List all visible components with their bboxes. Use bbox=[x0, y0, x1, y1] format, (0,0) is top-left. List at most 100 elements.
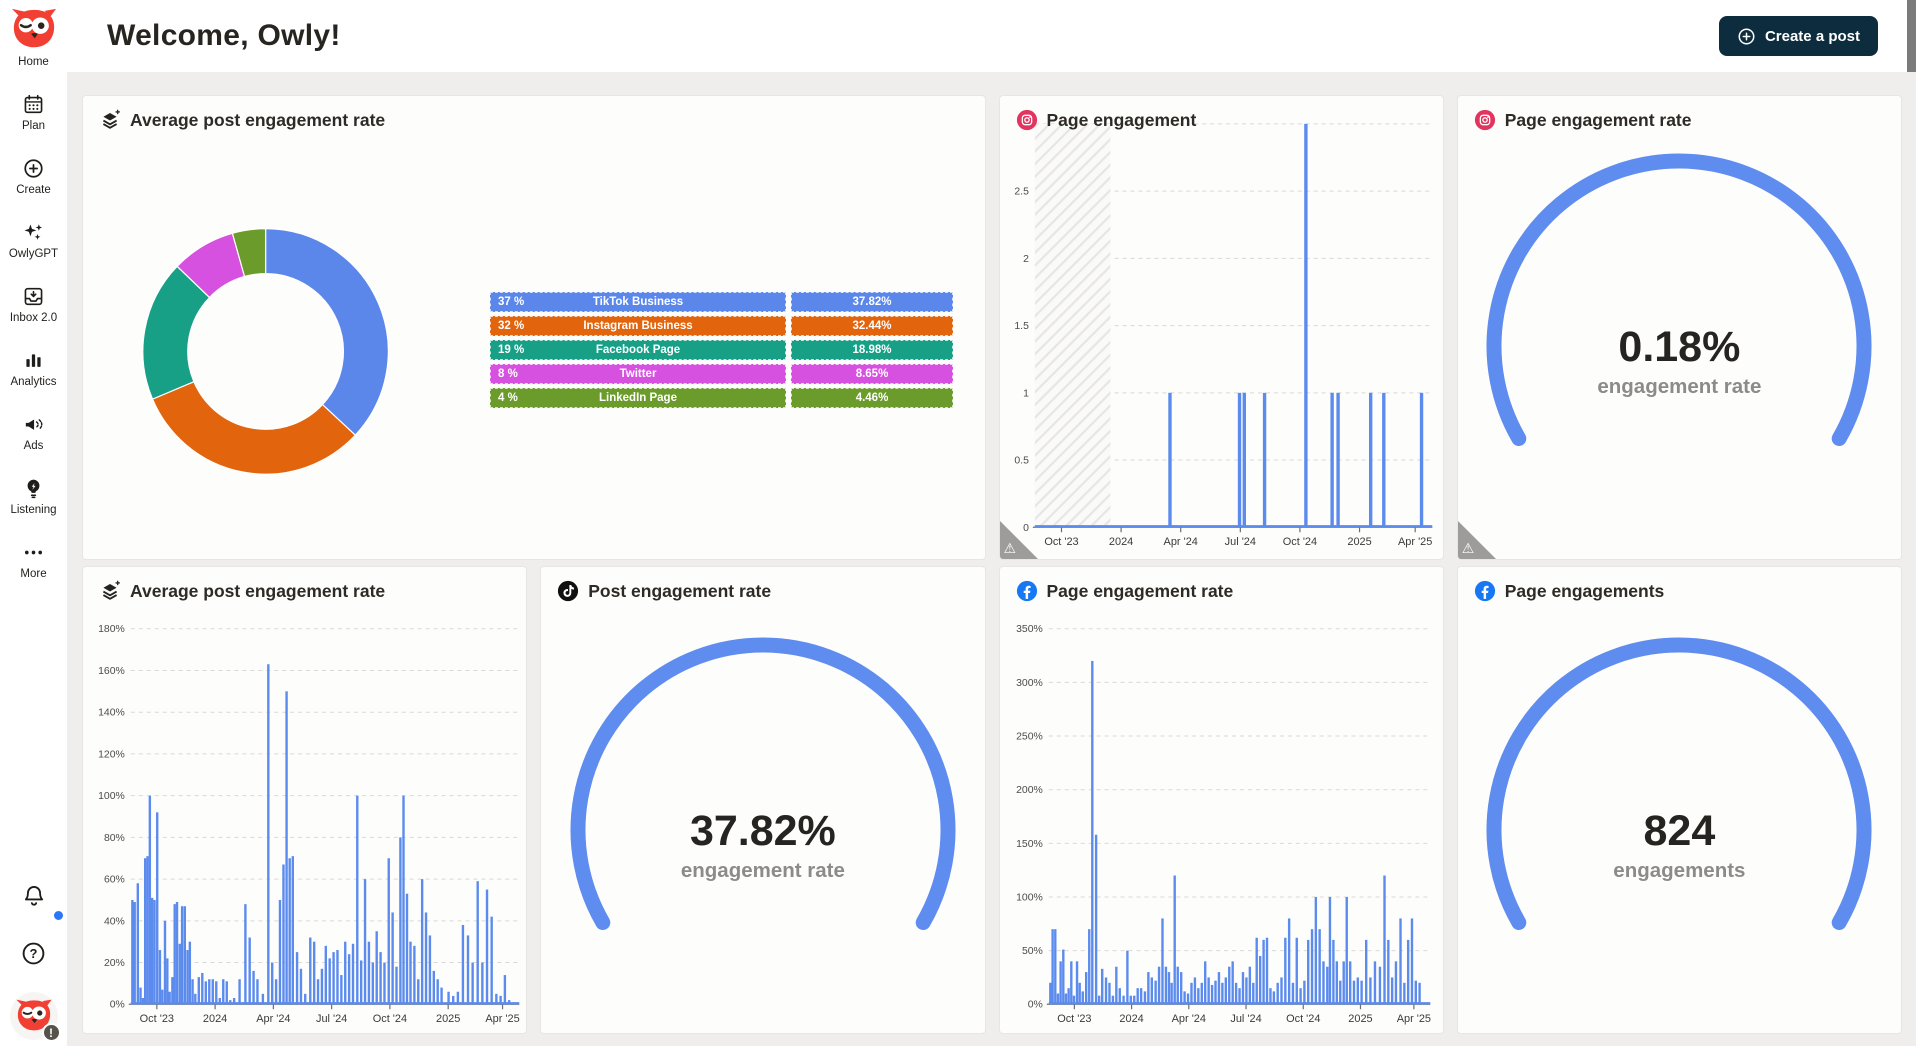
warning-corner bbox=[1457, 521, 1496, 559]
bar bbox=[351, 943, 355, 1005]
sidebar-item-owlygpt[interactable]: OwlyGPT bbox=[9, 221, 58, 260]
sidebar-item-analytics[interactable]: Analytics bbox=[9, 349, 58, 388]
notification-dot bbox=[53, 911, 63, 920]
bar bbox=[1135, 988, 1139, 1005]
bar bbox=[1341, 961, 1345, 1005]
plus-circle-icon bbox=[1738, 28, 1755, 44]
x-axis-tick-label: Apr '25 bbox=[1398, 536, 1432, 548]
bar bbox=[1053, 929, 1056, 1005]
bar bbox=[1345, 896, 1348, 1005]
notifications-button[interactable] bbox=[21, 883, 63, 920]
bar bbox=[278, 899, 282, 1005]
x-axis-tick-label: 2024 bbox=[1108, 536, 1132, 548]
card-title: Average post engagement rate bbox=[130, 109, 386, 130]
help-button[interactable]: ? bbox=[20, 940, 47, 972]
bar bbox=[1172, 875, 1176, 1005]
donut-legend: 37 % TikTok Business 37.82% 32 % Instagram B… bbox=[490, 292, 953, 412]
y-axis-tick-label: 120% bbox=[98, 749, 125, 760]
create-post-button[interactable]: Create a post bbox=[1718, 16, 1878, 56]
bar bbox=[188, 941, 192, 1005]
x-axis-tick-label: Oct '23 bbox=[1044, 536, 1078, 548]
legend-value: 18.98% bbox=[791, 340, 953, 360]
bar bbox=[1310, 929, 1313, 1005]
bar bbox=[238, 979, 241, 1005]
bar bbox=[1317, 929, 1321, 1005]
bar bbox=[340, 975, 343, 1005]
card-title: Post engagement rate bbox=[588, 580, 772, 601]
bar bbox=[1217, 972, 1220, 1005]
bar bbox=[148, 795, 152, 1005]
x-axis-tick-label: Apr '24 bbox=[256, 1013, 290, 1025]
y-axis-tick-label: 100% bbox=[1016, 892, 1043, 903]
bar bbox=[1394, 961, 1397, 1005]
y-axis-tick-label: 200% bbox=[1016, 785, 1043, 796]
bar bbox=[312, 941, 316, 1005]
card-title: Page engagement rate bbox=[1504, 109, 1692, 130]
legend-cell-label: 8 % Twitter bbox=[490, 364, 786, 384]
bar bbox=[1306, 939, 1309, 1005]
bar bbox=[1196, 988, 1200, 1005]
top-bar: Welcome, Owly! Create a post bbox=[67, 0, 1916, 72]
bar bbox=[1251, 982, 1254, 1005]
sidebar-item-plan[interactable]: Plan bbox=[9, 93, 58, 132]
main-area: Welcome, Owly! Create a post bbox=[67, 0, 1916, 1046]
sidebar-item-more[interactable]: More bbox=[9, 541, 58, 580]
bar bbox=[1111, 995, 1114, 1005]
x-axis-tick-label: Oct '24 bbox=[1286, 1013, 1320, 1025]
bar bbox=[466, 935, 470, 1005]
sidebar-item-create[interactable]: Create bbox=[9, 157, 58, 196]
bar bbox=[1417, 982, 1421, 1005]
bar bbox=[1220, 982, 1224, 1005]
bar bbox=[1248, 966, 1251, 1005]
ellipsis-icon bbox=[24, 550, 43, 555]
y-axis-tick-label: 2.5 bbox=[1014, 187, 1029, 198]
x-axis-tick-label: Oct '24 bbox=[373, 1013, 407, 1025]
avatar[interactable]: ! bbox=[9, 992, 61, 1042]
bar bbox=[141, 998, 145, 1005]
bar bbox=[1303, 123, 1308, 528]
bar bbox=[1072, 995, 1075, 1005]
bar bbox=[271, 962, 274, 1005]
x-axis-tick-label: Apr '24 bbox=[1171, 1013, 1205, 1025]
legend-row: 4 % LinkedIn Page 4.46% bbox=[490, 388, 953, 408]
sidebar-item-listening[interactable]: Listening bbox=[9, 477, 58, 516]
bar bbox=[1364, 939, 1367, 1005]
bar bbox=[282, 864, 285, 1005]
bar bbox=[291, 856, 294, 1005]
sidebar-item-inbox[interactable]: Inbox 2.0 bbox=[9, 285, 58, 324]
y-axis-tick-label: 80% bbox=[104, 833, 125, 844]
main-scrollbar-thumb[interactable] bbox=[1907, 0, 1916, 72]
sidebar-item-label: Inbox 2.0 bbox=[9, 312, 58, 324]
bar bbox=[295, 952, 299, 1005]
sidebar-item-label: Analytics bbox=[10, 376, 57, 388]
bar bbox=[1237, 988, 1241, 1005]
bar bbox=[1146, 972, 1150, 1005]
bar bbox=[356, 795, 359, 1005]
gauge-arc bbox=[570, 637, 956, 930]
bar bbox=[324, 945, 328, 1005]
bar bbox=[1261, 939, 1265, 1005]
legend-value: 32.44% bbox=[791, 316, 953, 336]
bar bbox=[363, 879, 367, 1005]
bar bbox=[1398, 918, 1402, 1005]
sidebar-item-label: Create bbox=[16, 184, 51, 196]
sidebar-item-ads[interactable]: Ads bbox=[9, 413, 58, 452]
bar bbox=[1193, 977, 1196, 1005]
donut-segment bbox=[151, 380, 357, 475]
bar bbox=[461, 924, 465, 1005]
sidebar-item-home[interactable]: Home bbox=[9, 7, 59, 68]
y-axis-tick-label: 2 bbox=[1023, 254, 1029, 265]
tiktok-icon bbox=[557, 580, 579, 602]
legend-value: 37.82% bbox=[791, 292, 953, 312]
bar bbox=[1075, 961, 1078, 1005]
bar bbox=[1167, 392, 1172, 528]
x-axis-tick-label: Oct '23 bbox=[1057, 1013, 1091, 1025]
alert-badge: ! bbox=[41, 1023, 61, 1042]
bar bbox=[153, 899, 156, 1005]
gauge: 824 engagements bbox=[1459, 630, 1899, 1030]
bar bbox=[402, 795, 405, 1005]
bar bbox=[1050, 929, 1054, 1005]
sidebar-nav: Plan Create OwlyGPT Inbox 2.0 Analytics Ads Li… bbox=[9, 68, 58, 580]
sidebar-bottom: ? ! bbox=[9, 883, 63, 1046]
bar bbox=[225, 981, 228, 1005]
